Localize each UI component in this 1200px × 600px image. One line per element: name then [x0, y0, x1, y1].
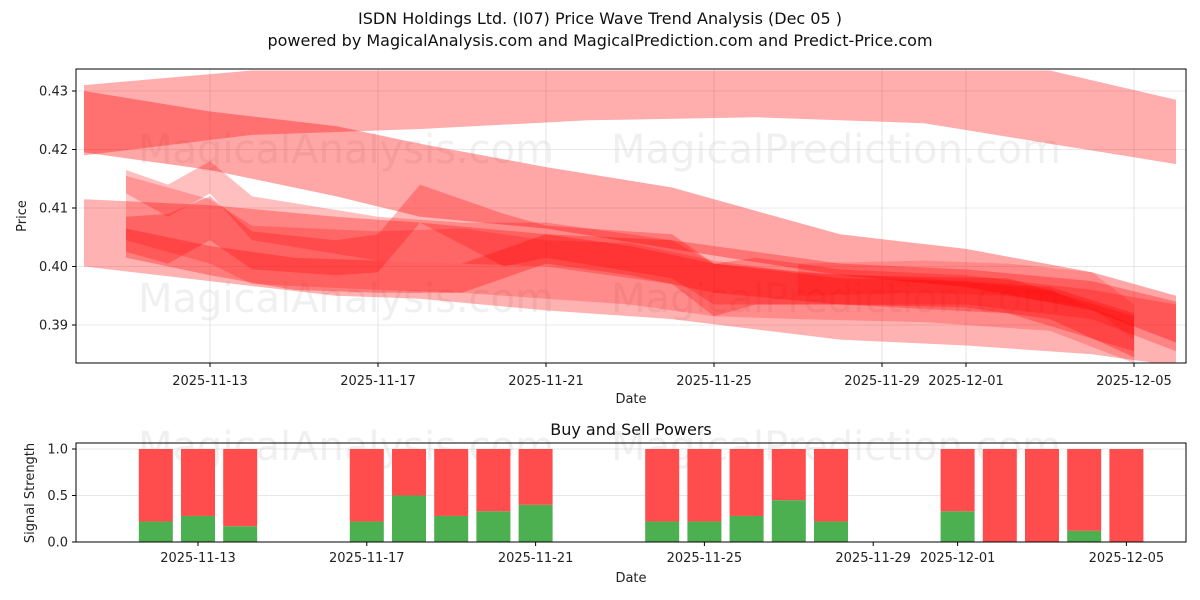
x-tick-label: 2025-11-29	[835, 551, 911, 566]
price-grid	[76, 69, 1186, 363]
y-tick-label: 0.5	[47, 489, 68, 504]
signal-y-axis-label: Signal Strength	[23, 443, 38, 543]
buy-bar	[138, 521, 173, 542]
buy-bar	[1067, 530, 1102, 542]
buy-bar	[940, 511, 975, 542]
sell-bar	[1067, 449, 1102, 531]
x-tick-label: 2025-11-17	[340, 374, 416, 389]
signal-x-axis: 2025-11-13 2025-11-17 2025-11-21 2025-11-25…	[160, 542, 1164, 566]
sell-bar	[476, 449, 511, 512]
x-tick-label: 2025-11-29	[844, 374, 920, 389]
x-tick-label: 2025-11-25	[676, 374, 752, 389]
buy-bar	[645, 521, 680, 542]
sell-bar	[349, 449, 384, 522]
sell-bar	[771, 449, 806, 501]
wave-band	[126, 175, 1134, 363]
buy-bar	[771, 500, 806, 542]
y-tick-label: 0.0	[47, 536, 68, 551]
y-tick-label: 1.0	[47, 443, 68, 458]
buy-bar	[729, 515, 764, 542]
sell-bar	[392, 449, 426, 496]
wave-band	[798, 260, 1134, 340]
chart-title: ISDN Holdings Ltd. (I07) Price Wave Tren…	[358, 9, 842, 28]
price-x-axis: 2025-11-13 2025-11-17 2025-11-21 2025-11-25…	[172, 363, 1172, 389]
signal-y-axis: 0.0 0.5 1.0	[47, 443, 76, 551]
wave-band	[84, 91, 1176, 343]
x-tick-label: 2025-12-01	[928, 374, 1004, 389]
x-tick-label: 2025-12-05	[1096, 374, 1172, 389]
watermark-text: MagicalPrediction.com	[611, 276, 1061, 322]
y-tick-label: 0.42	[39, 143, 68, 158]
sell-bar	[223, 449, 258, 527]
x-tick-label: 2025-11-17	[329, 551, 405, 566]
sell-bar	[814, 449, 848, 522]
y-tick-label: 0.40	[39, 260, 68, 275]
buy-bar	[349, 521, 384, 542]
sell-bar	[687, 449, 722, 522]
buy-bar	[476, 511, 511, 542]
buy-bar	[814, 521, 848, 542]
wave-band	[84, 199, 1176, 363]
sell-bar	[1025, 449, 1059, 542]
sell-bar	[645, 449, 680, 522]
wave-band	[126, 161, 1176, 352]
buy-bar	[223, 526, 258, 542]
x-tick-label: 2025-12-05	[1089, 551, 1165, 566]
wave-band	[84, 70, 1176, 165]
price-y-axis-label: Price	[15, 200, 30, 232]
signal-panel-title: Buy and Sell Powers	[550, 420, 712, 439]
x-tick-label: 2025-11-21	[508, 374, 584, 389]
sell-bar	[518, 449, 553, 505]
x-tick-label: 2025-11-25	[667, 551, 743, 566]
x-tick-label: 2025-11-13	[160, 551, 236, 566]
buy-bar	[518, 504, 553, 542]
chart-subtitle: powered by MagicalAnalysis.com and Magic…	[267, 31, 933, 50]
signal-plot-frame	[75, 442, 1187, 543]
price-x-axis-label: Date	[615, 392, 646, 407]
sell-bar	[138, 449, 173, 522]
price-plot-frame	[75, 68, 1187, 364]
y-tick-label: 0.41	[39, 202, 68, 217]
sell-bar	[434, 449, 469, 516]
y-tick-label: 0.43	[39, 85, 68, 100]
signal-x-axis-label: Date	[615, 571, 646, 586]
price-wave-bands	[84, 70, 1176, 363]
sell-bar	[940, 449, 975, 512]
price-y-axis: 0.39 0.40 0.41 0.42 0.43	[39, 85, 76, 334]
x-tick-label: 2025-11-13	[172, 374, 248, 389]
wave-band	[126, 228, 1134, 358]
watermark-text: MagicalAnalysis.com	[138, 127, 554, 173]
buy-bar	[392, 495, 426, 542]
watermark-layer: MagicalAnalysis.com MagicalPrediction.com…	[138, 127, 1061, 322]
buy-bar	[687, 521, 722, 542]
buy-sell-bars	[138, 449, 1144, 542]
sell-bar	[729, 449, 764, 516]
buy-bar	[434, 515, 469, 542]
x-tick-label: 2025-11-21	[498, 551, 574, 566]
sell-bar	[1109, 449, 1144, 542]
x-tick-label: 2025-12-01	[920, 551, 996, 566]
watermark-text: MagicalAnalysis.com	[138, 276, 554, 322]
y-tick-label: 0.39	[39, 319, 68, 334]
wave-band	[126, 184, 1134, 352]
buy-bar	[181, 515, 215, 542]
sell-bar	[181, 449, 215, 516]
watermark-text: MagicalPrediction.com	[611, 127, 1061, 173]
sell-bar	[982, 449, 1017, 542]
